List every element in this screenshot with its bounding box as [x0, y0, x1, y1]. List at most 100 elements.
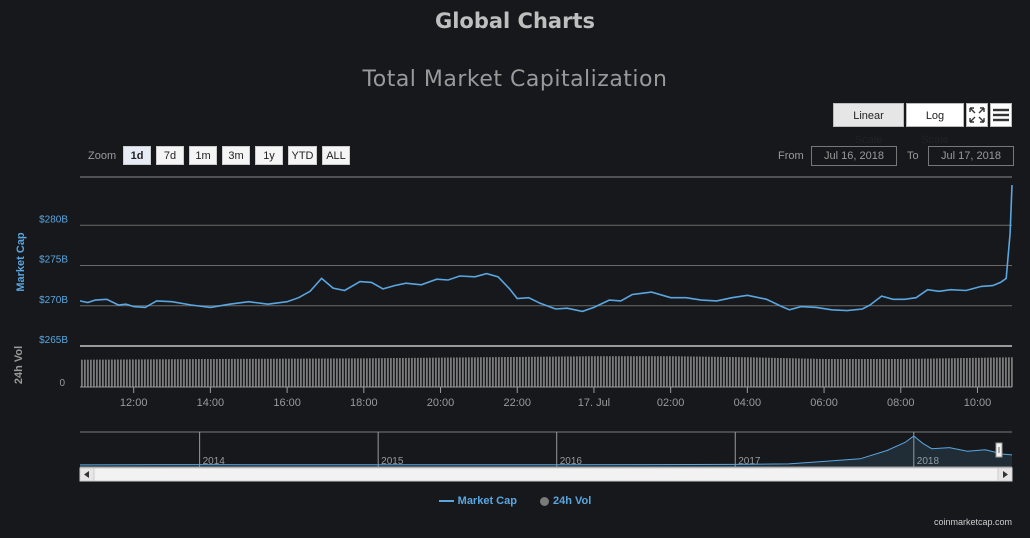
zoom-1m-button[interactable]: 1m	[189, 146, 217, 165]
volume-bar	[627, 356, 629, 387]
volume-bar	[339, 358, 341, 387]
y-tick-label: $270B	[39, 295, 68, 306]
volume-bar	[453, 357, 455, 387]
legend-item-volume[interactable]: 24h Vol	[540, 495, 591, 507]
volume-bar	[144, 359, 146, 387]
zoom-3m-button[interactable]: 3m	[222, 146, 250, 165]
volume-bar	[105, 359, 107, 387]
navigator[interactable]: 2014 2015 2016 2017 2018	[79, 431, 1013, 482]
volume-bar	[93, 359, 95, 387]
volume-bar	[837, 359, 839, 387]
volume-bar	[222, 358, 224, 387]
volume-bar	[357, 358, 359, 387]
volume-bar	[783, 358, 785, 387]
volume-bar	[396, 358, 398, 387]
volume-bar	[1011, 357, 1013, 387]
volume-bar	[492, 357, 494, 387]
volume-bar	[270, 358, 272, 387]
volume-bar	[873, 359, 875, 387]
volume-bar	[393, 358, 395, 387]
volume-bar	[519, 356, 521, 387]
volume-bar	[639, 356, 641, 387]
volume-bar	[672, 356, 674, 387]
y-tick-label: $265B	[39, 335, 68, 346]
volume-bar	[570, 356, 572, 387]
volume-bar	[477, 357, 479, 387]
zoom-1d-button[interactable]: 1d	[123, 146, 151, 165]
legend-item-market-cap[interactable]: Market Cap	[438, 495, 517, 507]
volume-bar	[957, 358, 959, 387]
volume-bar	[291, 358, 293, 387]
x-tick-label: 17. Jul	[578, 397, 610, 409]
navigator-year-label: 2015	[381, 456, 404, 467]
fullscreen-button[interactable]	[966, 103, 988, 127]
volume-bar	[174, 359, 176, 387]
volume-bar	[366, 358, 368, 387]
from-date-input[interactable]: Jul 16, 2018	[811, 146, 897, 166]
volume-bar	[741, 357, 743, 387]
zoom-all-button[interactable]: ALL	[322, 146, 350, 165]
volume-bar	[510, 356, 512, 387]
volume-bar	[471, 357, 473, 387]
volume-bar	[930, 358, 932, 387]
volume-bar	[207, 359, 209, 387]
volume-bar	[315, 358, 317, 387]
volume-bar	[660, 356, 662, 387]
volume-bar	[708, 356, 710, 387]
volume-bar	[948, 358, 950, 387]
navigator-year-label: 2017	[738, 456, 761, 467]
volume-bar	[153, 359, 155, 387]
volume-bar	[273, 358, 275, 387]
menu-button[interactable]	[990, 103, 1012, 127]
zoom-ytd-button[interactable]: YTD	[288, 146, 317, 165]
legend-label-volume: 24h Vol	[553, 495, 592, 507]
chart-title: Total Market Capitalization	[362, 67, 668, 92]
volume-bar	[525, 356, 527, 387]
volume-bar	[297, 358, 299, 387]
volume-bar	[285, 358, 287, 387]
volume-bar	[135, 359, 137, 387]
volume-bar	[501, 357, 503, 387]
volume-axis-label: 24h Vol	[13, 346, 25, 384]
scrollbar-track[interactable]	[79, 467, 1013, 482]
volume-bar	[336, 358, 338, 387]
volume-bar	[609, 356, 611, 387]
x-tick-label: 02:00	[657, 397, 685, 409]
volume-bar	[834, 359, 836, 387]
volume-bar	[984, 357, 986, 387]
volume-bar	[84, 359, 86, 387]
volume-bar	[522, 356, 524, 387]
volume-bar	[213, 358, 215, 387]
navigator-area	[80, 436, 1012, 467]
volume-bar	[81, 359, 83, 387]
volume-bar	[309, 358, 311, 387]
volume-bar	[756, 357, 758, 387]
volume-bar	[1008, 357, 1010, 387]
volume-bar	[237, 358, 239, 387]
volume-bar	[852, 359, 854, 387]
volume-bar	[978, 357, 980, 387]
volume-bar	[90, 359, 92, 387]
volume-bar	[579, 356, 581, 387]
volume-bar	[759, 357, 761, 387]
legend-line-marker	[438, 500, 454, 503]
zoom-1y-button[interactable]: 1y	[255, 146, 283, 165]
volume-bar	[189, 359, 191, 387]
volume-bar	[846, 359, 848, 387]
volume-bar	[321, 358, 323, 387]
y-tick-label: $275B	[39, 255, 68, 266]
volume-bar	[411, 357, 413, 387]
volume-bar	[288, 358, 290, 387]
credit-link[interactable]: coinmarketcap.com	[933, 517, 1012, 527]
volume-bar	[537, 356, 539, 387]
volume-bar	[840, 359, 842, 387]
to-date-input[interactable]: Jul 17, 2018	[928, 146, 1014, 166]
log-scale-button[interactable]: Log Scale	[906, 103, 964, 146]
volume-bar	[231, 358, 233, 387]
volume-bar	[750, 357, 752, 387]
market-cap-line[interactable]	[79, 184, 1013, 313]
zoom-7d-button[interactable]: 7d	[156, 146, 184, 165]
volume-bar	[762, 357, 764, 387]
volume-bar	[615, 356, 617, 387]
linear-scale-button[interactable]: Linear Scale	[833, 103, 904, 146]
